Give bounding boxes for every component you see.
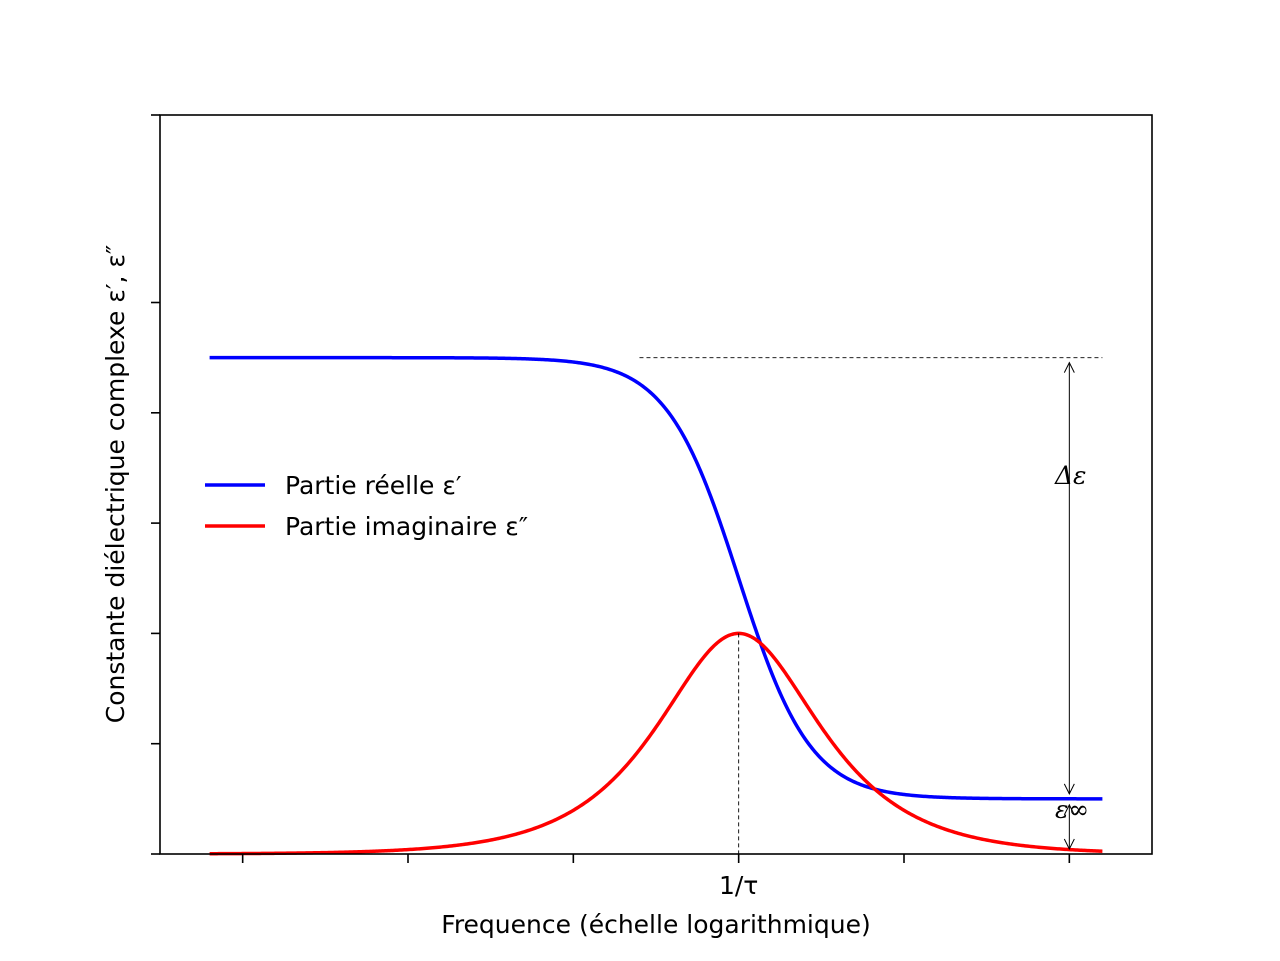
y-ticks (151, 114, 160, 855)
delta-eps-arrow-head-top (1063, 361, 1075, 373)
guides-layer (639, 357, 1103, 854)
annotations: Δε ε∞ (1054, 461, 1089, 824)
y-axis-label: Constante diélectrique complexe ε′, ε″ (101, 245, 130, 724)
x-tick-label-3: 1/τ (719, 871, 758, 900)
plot-frame (159, 114, 1153, 855)
eps-inf-arrow-head-top (1063, 803, 1075, 816)
x-ticks: 1/τ (241, 854, 1071, 900)
legend-label-real: Partie réelle ε′ (285, 471, 462, 500)
series-line-1 (209, 631, 1103, 856)
eps-inf-arrow-head-bottom (1063, 838, 1075, 851)
x-axis-label: Frequence (échelle logarithmique) (441, 910, 870, 939)
annotation-eps-inf: ε∞ (1055, 795, 1089, 824)
series-line-0 (209, 355, 1103, 801)
delta-eps-arrow-head-bottom (1063, 783, 1075, 795)
curves-layer (209, 355, 1103, 856)
legend-label-imag: Partie imaginaire ε″ (285, 512, 528, 541)
legend: Partie réelle ε′ Partie imaginaire ε″ (205, 471, 528, 541)
annotation-delta-eps: Δε (1054, 461, 1086, 490)
